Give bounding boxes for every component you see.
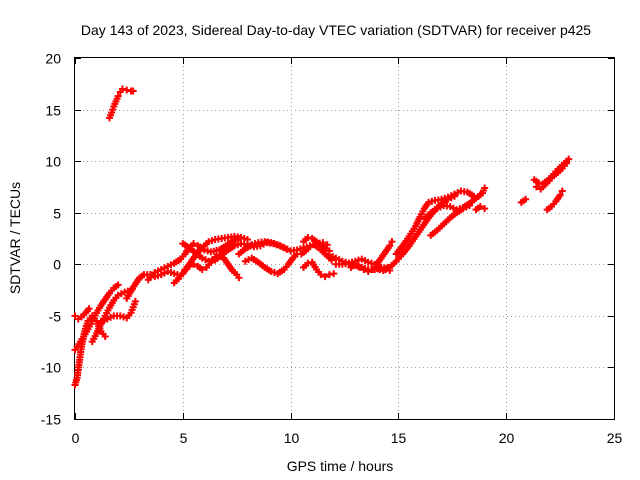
data-point	[306, 243, 314, 251]
data-point	[388, 238, 396, 246]
x-axis: 0 5 10 15 20 25	[72, 58, 623, 446]
data-point	[190, 260, 198, 268]
series-arc2	[71, 281, 122, 354]
series-arc7	[123, 268, 185, 302]
data-point	[563, 159, 571, 167]
x-axis-label: GPS time / hours	[287, 458, 394, 474]
data-point	[304, 233, 312, 241]
data-point	[304, 259, 312, 267]
data-point	[522, 195, 530, 203]
data-point	[360, 265, 368, 273]
data-point	[118, 85, 126, 93]
data-point	[476, 203, 484, 211]
y-tick-label: -5	[49, 309, 62, 325]
series-arc10	[181, 251, 243, 282]
data-point	[123, 86, 131, 94]
series-arc23	[472, 203, 489, 214]
data-point	[101, 332, 109, 340]
y-axis-label: SDTVAR / TECUs	[7, 182, 23, 294]
series-arc12	[235, 238, 331, 258]
y-tick-label: 20	[45, 51, 61, 67]
data-point	[558, 187, 566, 195]
series-arc26	[532, 159, 571, 193]
series-arc27	[543, 187, 566, 214]
data-point	[481, 205, 489, 213]
series-arc24	[517, 195, 530, 206]
chart-title: Day 143 of 2023, Sidereal Day-to-day VTE…	[81, 22, 591, 38]
data-point	[328, 256, 336, 264]
x-tick-label: 0	[72, 430, 80, 446]
y-axis: -15 -10 -5 0 5 10 15 20	[41, 51, 614, 428]
data-point	[185, 262, 193, 270]
data-point	[317, 271, 325, 279]
data-point	[364, 268, 372, 276]
data-point	[386, 242, 394, 250]
data-point	[330, 270, 338, 278]
data-point	[114, 92, 122, 100]
series-arc6	[105, 85, 137, 122]
series-arc18	[347, 238, 396, 276]
series-arc22	[420, 184, 489, 223]
series-arc3	[71, 305, 93, 323]
data-point	[235, 274, 243, 282]
x-tick-label: 15	[391, 430, 407, 446]
x-tick-label: 25	[607, 430, 623, 446]
x-tick-label: 20	[499, 430, 515, 446]
grid	[75, 58, 614, 419]
data-point	[114, 281, 122, 289]
data-point	[323, 241, 331, 249]
data-point	[356, 263, 364, 271]
data-point	[85, 305, 93, 313]
data-point	[190, 240, 198, 248]
data-point	[565, 155, 573, 163]
data-point	[131, 297, 139, 305]
data-point	[556, 191, 564, 199]
data-point	[481, 184, 489, 192]
y-tick-label: 0	[53, 257, 61, 273]
series-arc20	[392, 187, 478, 258]
y-tick-label: 5	[53, 206, 61, 222]
series-arc5	[97, 297, 139, 326]
y-tick-label: -10	[41, 360, 61, 376]
data-point	[321, 273, 329, 281]
y-tick-label: -15	[41, 412, 61, 428]
data-point	[532, 183, 540, 191]
y-tick-label: 15	[45, 103, 61, 119]
x-tick-label: 10	[284, 430, 300, 446]
x-tick-label: 5	[180, 430, 188, 446]
data-point	[129, 87, 137, 95]
plot-frame	[74, 57, 615, 420]
data-point	[325, 271, 333, 279]
data-point	[198, 265, 206, 273]
data-points	[71, 85, 573, 389]
data-point	[535, 179, 543, 187]
y-tick-label: 10	[45, 154, 61, 170]
series-arc15	[300, 258, 338, 281]
data-point	[321, 245, 329, 253]
